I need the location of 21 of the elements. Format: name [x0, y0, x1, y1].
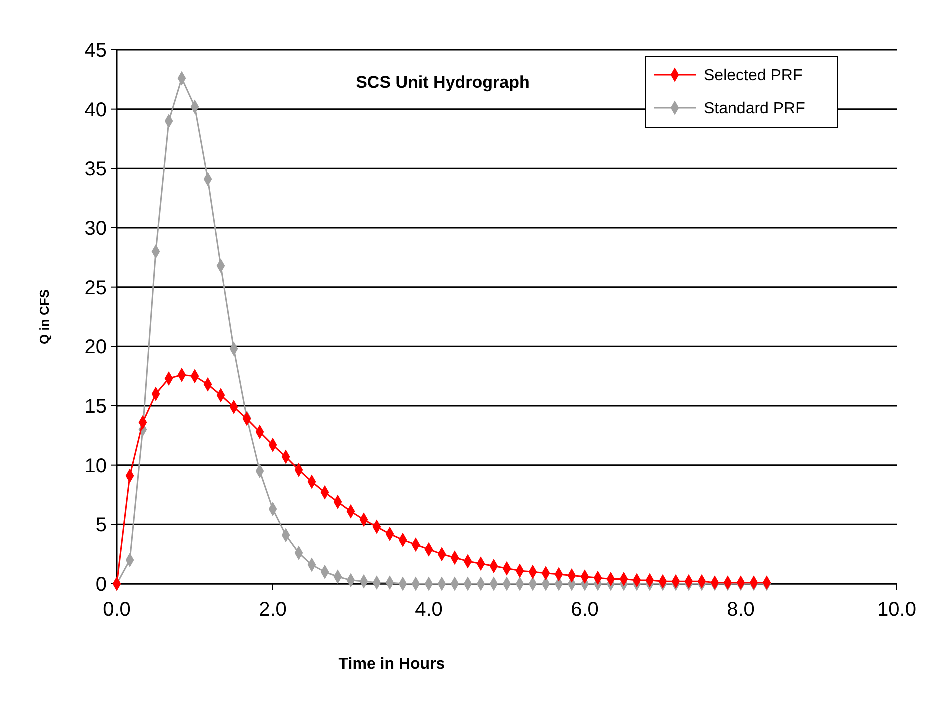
legend-label: Standard PRF: [704, 100, 806, 118]
x-tick-label: 2.0: [259, 599, 287, 621]
y-tick-label: 35: [84, 158, 107, 181]
y-tick-label: 5: [96, 514, 107, 537]
y-tick-label: 40: [84, 99, 107, 122]
text: SCS Unit Hydrograph: [356, 73, 530, 92]
y-axis-title: Q in CFS: [37, 289, 52, 344]
x-tick-label: 8.0: [727, 599, 755, 621]
y-tick-label: 20: [84, 336, 107, 359]
y-tick-label: 30: [84, 218, 107, 240]
x-tick-label: 10.0: [878, 599, 916, 621]
x-tick-label: 6.0: [571, 599, 599, 621]
y-tick-label: 45: [84, 40, 107, 62]
x-tick-label: 4.0: [415, 599, 443, 621]
y-tick-label: 15: [84, 396, 107, 418]
y-tick-label: 25: [84, 277, 107, 300]
y-tick-label: 0: [96, 574, 107, 596]
x-tick-label: 0.0: [103, 599, 131, 621]
y-tick-label: 10: [84, 455, 107, 478]
x-axis-title: Time in Hours: [338, 656, 446, 673]
legend-label: Selected PRF: [704, 68, 803, 85]
